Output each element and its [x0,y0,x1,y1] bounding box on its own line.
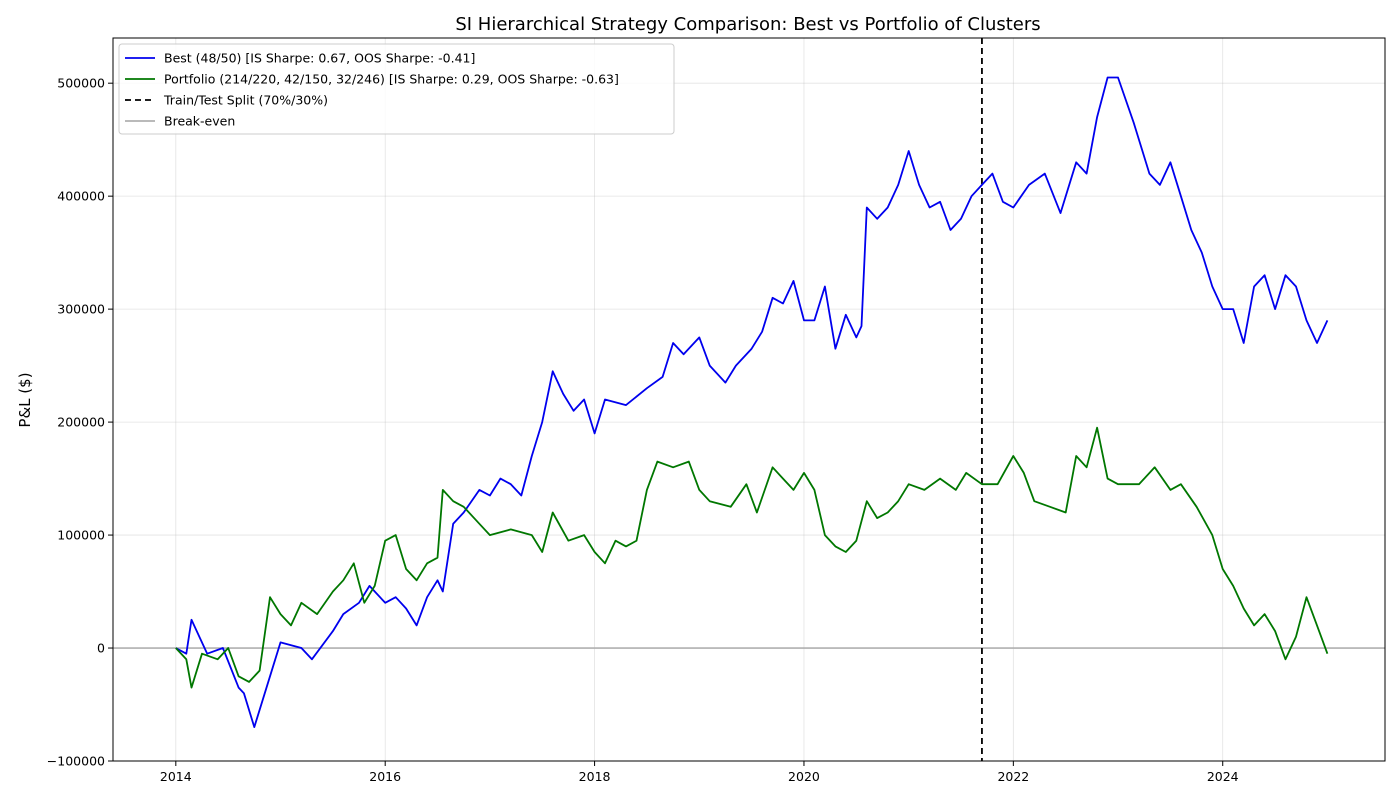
legend-label: Break-even [164,114,235,129]
legend: Best (48/50) [IS Sharpe: 0.67, OOS Sharp… [118,43,675,135]
best-series-line [175,76,1329,728]
legend-label: Best (48/50) [IS Sharpe: 0.67, OOS Sharp… [164,51,475,66]
y-axis-label: P&L ($) [16,372,34,427]
x-tick-label: 2022 [997,769,1029,784]
reference-lines [113,38,1385,761]
x-tick-label: 2018 [579,769,611,784]
x-tick-label: 2016 [369,769,401,784]
x-tick-label: 2014 [160,769,192,784]
legend-label: Portfolio (214/220, 42/150, 32/246) [IS … [164,72,619,87]
series-layer [175,76,1329,728]
y-tick-label: 200000 [57,415,105,430]
legend-box [118,43,675,135]
axes: 2014 2016 2018 2020 2022 2024 −100000 0 100000 20… [47,37,1386,784]
y-tick-label: −100000 [47,754,105,769]
legend-label: Train/Test Split (70%/30%) [163,93,328,108]
grid-lines [113,38,1385,762]
y-tick-label: 100000 [57,528,105,543]
x-tick-label: 2024 [1207,769,1239,784]
y-tick-label: 500000 [57,76,105,91]
y-tick-label: 0 [97,641,105,656]
y-tick-label: 300000 [57,302,105,317]
x-tick-label: 2020 [788,769,820,784]
portfolio-series-line [175,426,1329,689]
y-tick-label: 400000 [57,189,105,204]
chart-title: SI Hierarchical Strategy Comparison: Bes… [455,14,1040,35]
plot-frame [112,37,1386,762]
